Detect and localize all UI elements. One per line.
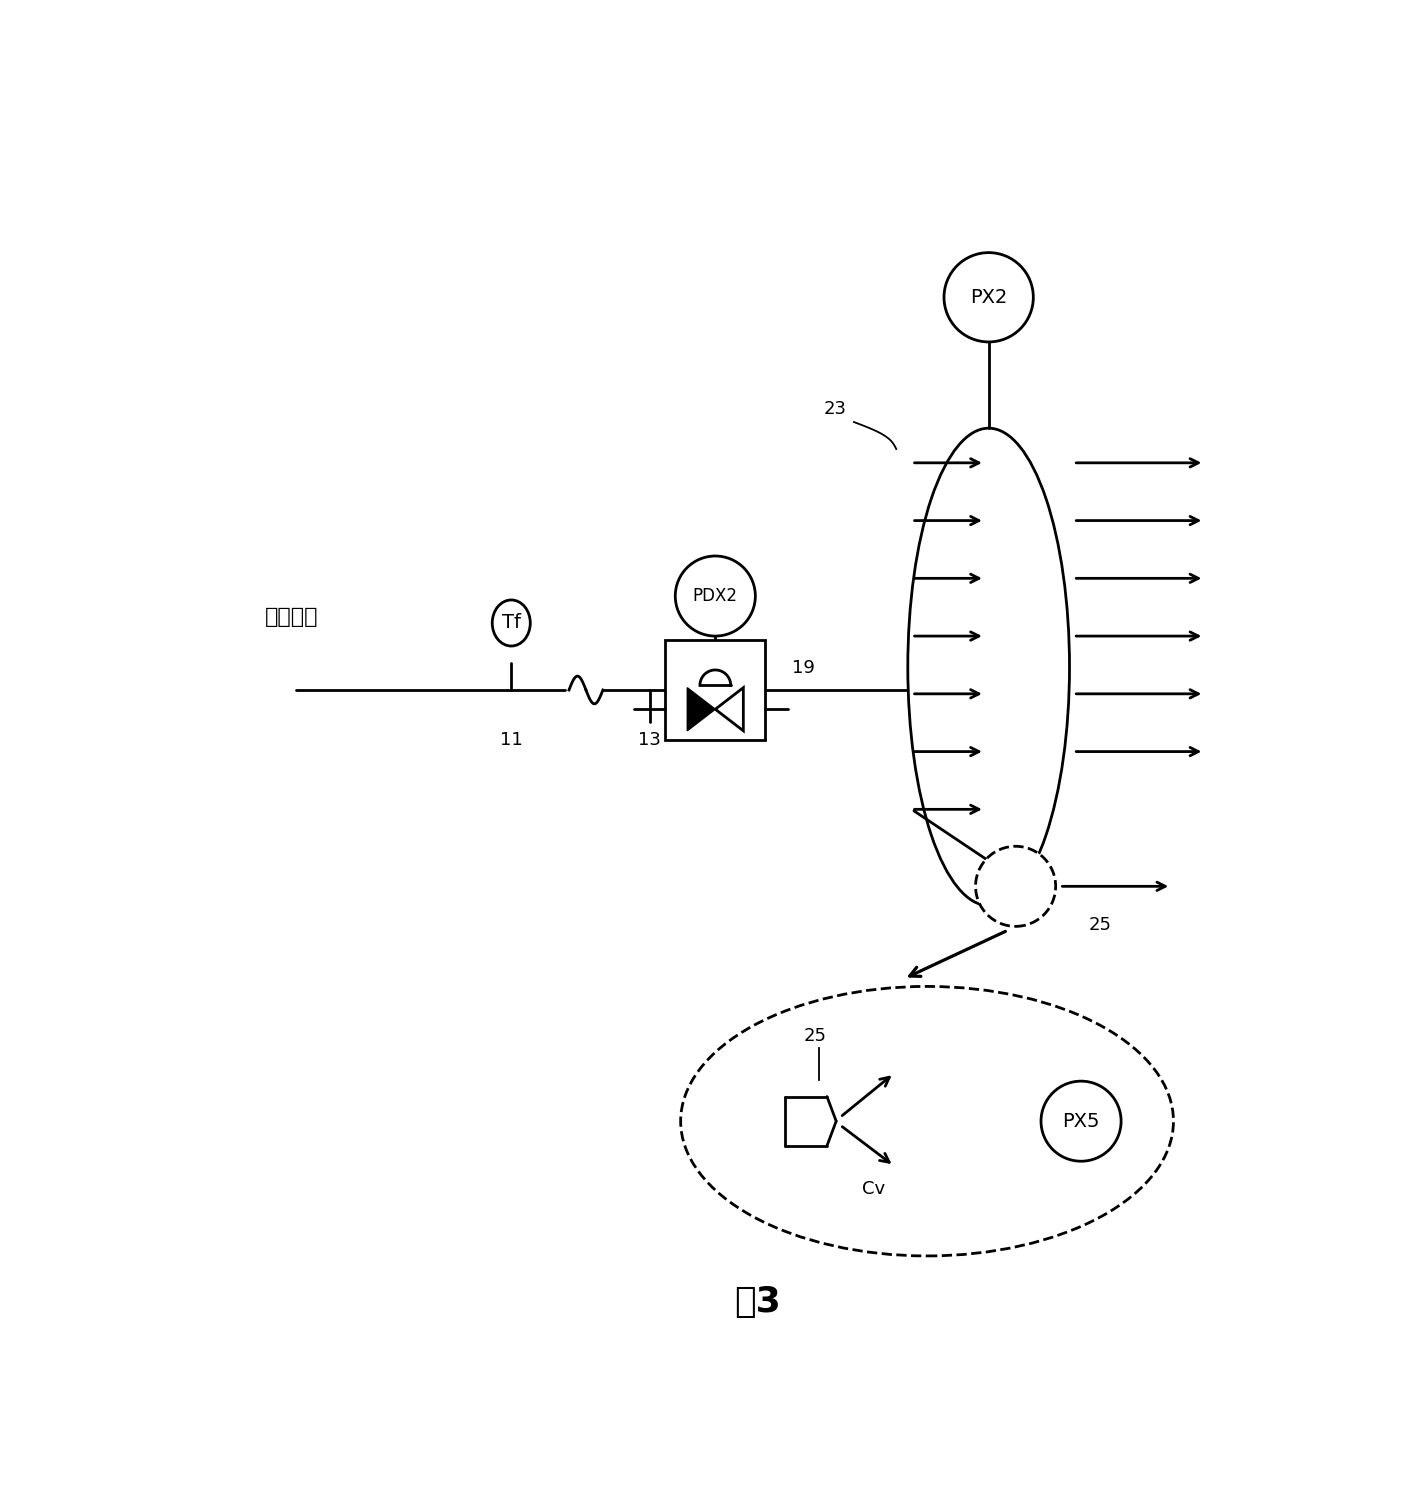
Polygon shape <box>687 688 715 731</box>
Circle shape <box>944 252 1033 342</box>
Ellipse shape <box>907 428 1070 906</box>
Text: 图3: 图3 <box>735 1286 781 1319</box>
Circle shape <box>975 846 1056 927</box>
Text: 25: 25 <box>1089 916 1112 934</box>
Text: 25: 25 <box>804 1027 827 1045</box>
Polygon shape <box>715 688 743 731</box>
Text: PX5: PX5 <box>1063 1111 1099 1131</box>
Circle shape <box>675 556 756 635</box>
Text: 13: 13 <box>639 731 661 749</box>
Text: PDX2: PDX2 <box>692 587 738 605</box>
Text: 23: 23 <box>824 400 846 418</box>
Text: PX2: PX2 <box>969 288 1007 306</box>
Text: Tf: Tf <box>502 613 521 632</box>
Circle shape <box>1041 1081 1121 1161</box>
Text: Cv: Cv <box>862 1181 885 1199</box>
Text: 11: 11 <box>500 731 523 749</box>
Text: 19: 19 <box>793 659 815 677</box>
Text: 燃料气体: 燃料气体 <box>264 607 318 626</box>
Ellipse shape <box>492 599 530 646</box>
Bar <box>666 640 766 740</box>
Ellipse shape <box>681 987 1173 1256</box>
